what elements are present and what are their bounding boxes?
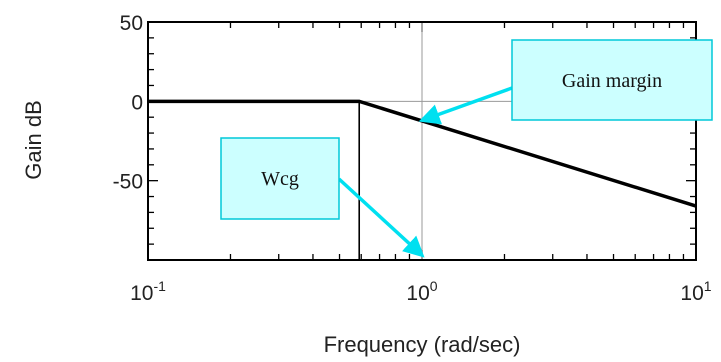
y-tick-label: -50	[113, 171, 143, 194]
callout-gain-margin: Gain margin	[418, 39, 713, 125]
callout-arrow	[418, 86, 513, 125]
x-axis-label: Frequency (rad/sec)	[324, 332, 521, 357]
annotations: Gain margin Wcg	[220, 39, 713, 258]
x-tick-label: 100	[406, 278, 437, 305]
callout-text: Wcg	[261, 168, 299, 190]
y-tick-label: 50	[120, 12, 143, 35]
y-axis-label: Gain dB	[21, 100, 46, 180]
y-tick-label: 0	[131, 91, 143, 114]
y-tick-labels: 50 0 -50	[113, 12, 143, 194]
callout-arrow	[337, 177, 425, 258]
plot-frame	[147, 21, 697, 261]
callout-text: Gain margin	[562, 70, 662, 92]
x-tick-labels: 10-1 100 101	[130, 278, 712, 305]
x-tick-label: 10-1	[130, 278, 166, 305]
series-layer	[148, 99, 697, 260]
callout-wcg: Wcg	[220, 137, 425, 258]
callout-box	[511, 39, 713, 121]
x-tick-label: 101	[680, 278, 711, 305]
callout-box	[220, 137, 340, 220]
